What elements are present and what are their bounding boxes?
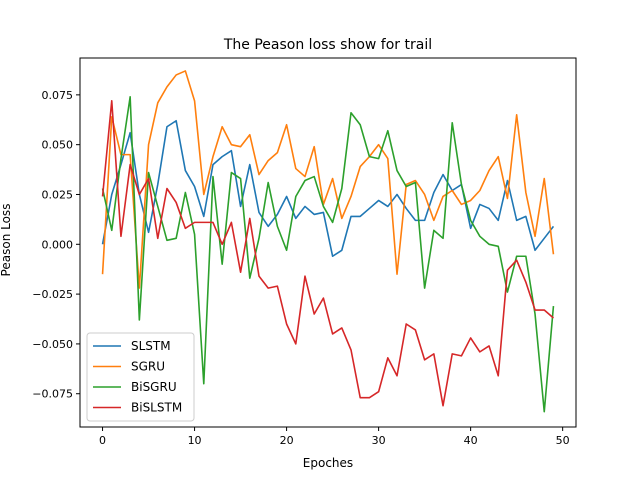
axes-frame [79, 57, 577, 428]
y-tick-label: 0.000 [42, 238, 74, 251]
y-tick-label: −0.025 [32, 288, 73, 301]
x-tick-label: 30 [372, 434, 386, 447]
y-axis-title: Peason Loss [0, 204, 13, 277]
series-line-sgru [101, 70, 555, 289]
y-tick-label: 0.075 [42, 89, 74, 102]
legend-label-bislstm: BiSLSTM [131, 401, 182, 415]
legend-label-sgru: SGRU [131, 360, 165, 374]
x-tick-label: 0 [99, 434, 106, 447]
series-line-bislstm [101, 100, 554, 407]
x-tick-label: 20 [280, 434, 294, 447]
legend: SLSTM SGRU BiSGRU BiSLSTM [86, 332, 195, 422]
x-axis-title: Epoches [303, 456, 353, 470]
x-tick-label: 10 [188, 434, 202, 447]
y-tick-label: 0.025 [42, 188, 74, 201]
series-line-slstm [101, 119, 555, 258]
y-tick-label: 0.050 [42, 139, 74, 152]
legend-label-slstm: SLSTM [131, 339, 171, 353]
x-tick-label: 40 [464, 434, 478, 447]
y-tick-label: −0.075 [32, 388, 73, 401]
y-axis: −0.075 −0.050 −0.025 0.000 0.025 0.050 0.075 [32, 89, 80, 401]
series-line-bisgru [101, 96, 555, 413]
legend-label-bisgru: BiSGRU [131, 380, 177, 394]
x-axis: 0 10 20 30 40 50 [99, 427, 570, 447]
y-tick-label: −0.050 [32, 338, 73, 351]
series-layer [101, 70, 555, 413]
legend-box [86, 332, 195, 422]
x-tick-label: 50 [556, 434, 570, 447]
chart-title: The Peason loss show for trail [223, 37, 432, 53]
